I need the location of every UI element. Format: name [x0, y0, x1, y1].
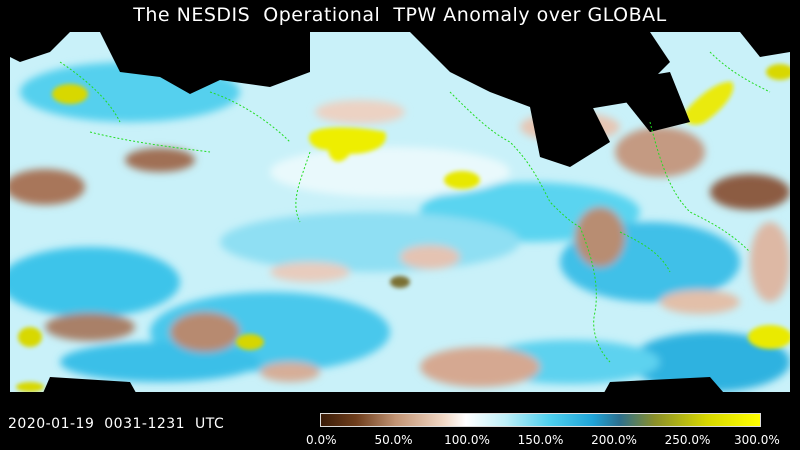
colorbar [320, 413, 761, 427]
colorbar-tick-5: 250.0% [664, 433, 711, 447]
no-data-regions [10, 32, 790, 400]
colorbar-tick-4: 200.0% [591, 433, 637, 447]
colorbar-tick-3: 150.0% [517, 433, 564, 447]
colorbar-tick-6: 300.0% [734, 433, 780, 447]
map-title: The NESDIS Operational TPW Anomaly over … [133, 4, 667, 26]
tpw-anomaly-map [10, 32, 790, 400]
observation-timestamp: 2020-01-19 0031-1231 UTC [8, 416, 225, 432]
colorbar-tick-0: 0.0% [306, 433, 337, 447]
moist-anomalies [16, 64, 790, 392]
colorbar-tick-2: 100.0% [444, 433, 490, 447]
anomaly-field [10, 62, 790, 392]
map-canvas [10, 32, 790, 400]
coastlines [59, 51, 771, 363]
colorbar-tick-labels: 0.0% 50.0% 100.0% 150.0% 200.0% 250.0% 300.0% [0, 433, 800, 449]
colorbar-tick-1: 50.0% [374, 433, 413, 447]
